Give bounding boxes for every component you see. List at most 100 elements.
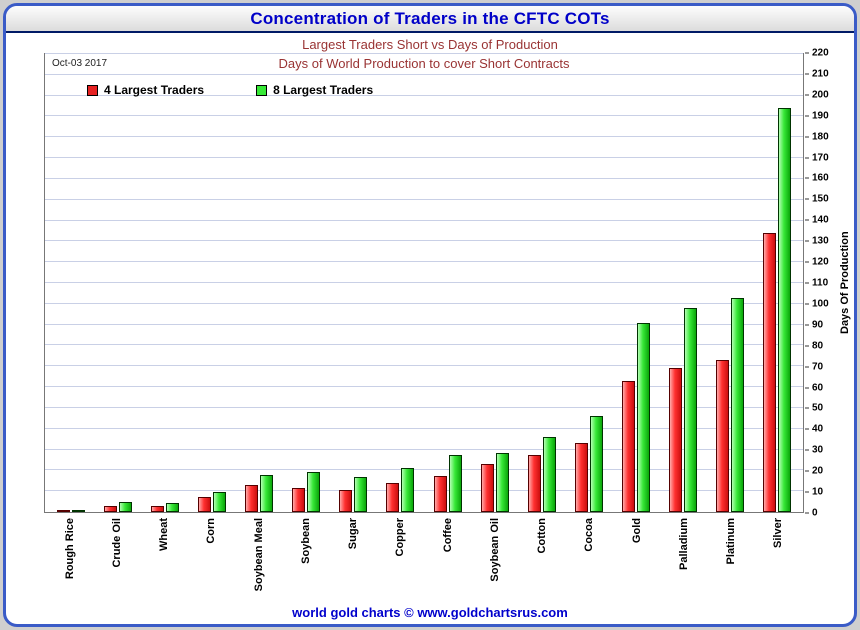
bar-8-largest — [260, 474, 274, 512]
x-category-cell: Cotton — [519, 515, 566, 609]
bar-8-largest — [637, 322, 651, 512]
bar-group-gold — [613, 54, 660, 512]
x-category-cell: Soybean — [282, 515, 329, 609]
x-category-label: Cotton — [536, 518, 549, 554]
x-category-cell: Silver — [755, 515, 802, 609]
bar-group-copper — [377, 54, 424, 512]
y-tick-label: 140 — [805, 215, 829, 226]
bar-4-largest — [103, 505, 117, 512]
x-category-cell: Coffee — [424, 515, 471, 609]
gridline — [45, 427, 803, 429]
gridline — [45, 386, 803, 388]
y-tick-label: 50 — [805, 403, 823, 414]
y-tick-label: 180 — [805, 131, 829, 142]
gridline — [45, 490, 803, 492]
bar-group-coffee — [424, 54, 471, 512]
gridline — [45, 73, 803, 75]
y-tick-label: 170 — [805, 152, 829, 163]
x-category-label: Copper — [394, 518, 407, 557]
bar-8-largest — [71, 510, 85, 512]
y-axis-title: Days Of Production — [839, 231, 851, 335]
bar-group-cotton — [518, 54, 565, 512]
x-category-cell: Copper — [377, 515, 424, 609]
x-category-label: Soybean Oil — [488, 518, 501, 582]
gridline — [45, 323, 803, 325]
legend: 4 Largest Traders 8 Largest Traders — [87, 83, 373, 97]
y-tick-label: 160 — [805, 173, 829, 184]
bar-4-largest — [197, 497, 211, 512]
legend-swatch-green — [256, 84, 268, 96]
bar-group-crude-oil — [94, 54, 141, 512]
bar-4-largest — [716, 360, 730, 512]
bar-8-largest — [212, 492, 226, 512]
x-category-label: Coffee — [441, 518, 454, 553]
x-category-cell: Platinum — [708, 515, 755, 609]
y-tick-label: 220 — [805, 48, 829, 59]
y-tick-label: 70 — [805, 361, 823, 372]
bar-group-cocoa — [565, 54, 612, 512]
date-label: Oct-03 2017 — [52, 58, 108, 69]
bar-group-silver — [754, 54, 801, 512]
x-category-label: Soybean Meal — [252, 518, 265, 592]
y-tick-label: 190 — [805, 110, 829, 121]
gridline — [45, 157, 803, 159]
y-tick-label: 100 — [805, 298, 829, 309]
y-tick-label: 30 — [805, 445, 823, 456]
chart-window: Concentration of Traders in the CFTC COT… — [3, 3, 857, 627]
gridline — [45, 282, 803, 283]
bar-4-largest — [245, 484, 259, 512]
x-category-label: Corn — [205, 518, 218, 544]
legend-item-8-largest: 8 Largest Traders — [256, 83, 373, 97]
y-tick-label: 10 — [805, 487, 823, 498]
footer-credit: world gold charts © www.goldchartsrus.co… — [292, 605, 568, 620]
y-tick-label: 200 — [805, 89, 829, 100]
y-tick-label: 130 — [805, 236, 829, 247]
bar-4-largest — [622, 380, 636, 512]
y-tick-label: 210 — [805, 68, 829, 79]
bar-group-platinum — [707, 54, 754, 512]
gridline — [45, 136, 803, 138]
bar-4-largest — [763, 233, 777, 512]
x-category-cell: Gold — [613, 515, 660, 609]
x-category-cell: Soybean Meal — [235, 515, 282, 609]
page-title: Concentration of Traders in the CFTC COT… — [250, 8, 610, 28]
y-tick-label: 150 — [805, 194, 829, 205]
x-category-label: Silver — [772, 518, 785, 548]
legend-label: 4 Largest Traders — [104, 83, 205, 97]
bar-8-largest — [307, 472, 321, 512]
gridline — [45, 94, 803, 96]
x-category-label: Sugar — [347, 518, 360, 550]
bar-group-soybean-oil — [471, 54, 518, 512]
gridline — [45, 302, 803, 304]
plot-inner-title: Days of World Production to cover Short … — [278, 56, 570, 71]
y-tick-label: 120 — [805, 257, 829, 268]
gridline — [45, 261, 803, 263]
bar-8-largest — [542, 437, 556, 512]
bar-group-palladium — [660, 54, 707, 512]
bar-4-largest — [669, 368, 683, 512]
gridline — [45, 198, 803, 200]
y-tick-label: 90 — [805, 319, 823, 330]
bar-group-corn — [188, 54, 235, 512]
gridline — [45, 53, 803, 54]
x-axis-labels: Rough Rice Crude Oil Wheat Corn Soybean Meal… — [44, 515, 804, 609]
x-category-cell: Palladium — [660, 515, 707, 609]
bar-4-largest — [339, 490, 353, 512]
x-category-cell: Crude Oil — [93, 515, 140, 609]
x-category-label: Wheat — [158, 518, 171, 551]
bar-8-largest — [495, 452, 509, 512]
bar-group-soybean-meal — [236, 54, 283, 512]
y-tick-label: 110 — [805, 278, 828, 289]
gridline — [45, 448, 803, 450]
bar-4-largest — [386, 482, 400, 512]
x-category-label: Platinum — [725, 518, 738, 565]
x-category-label: Soybean — [299, 518, 312, 564]
gridline — [45, 406, 803, 408]
x-category-label: Palladium — [677, 518, 690, 570]
bar-group-rough-rice — [47, 54, 94, 512]
x-category-label: Gold — [630, 518, 643, 544]
y-tick-label: 60 — [805, 382, 823, 393]
bar-8-largest — [165, 502, 179, 512]
bar-8-largest — [448, 454, 462, 512]
bar-4-largest — [433, 475, 447, 512]
